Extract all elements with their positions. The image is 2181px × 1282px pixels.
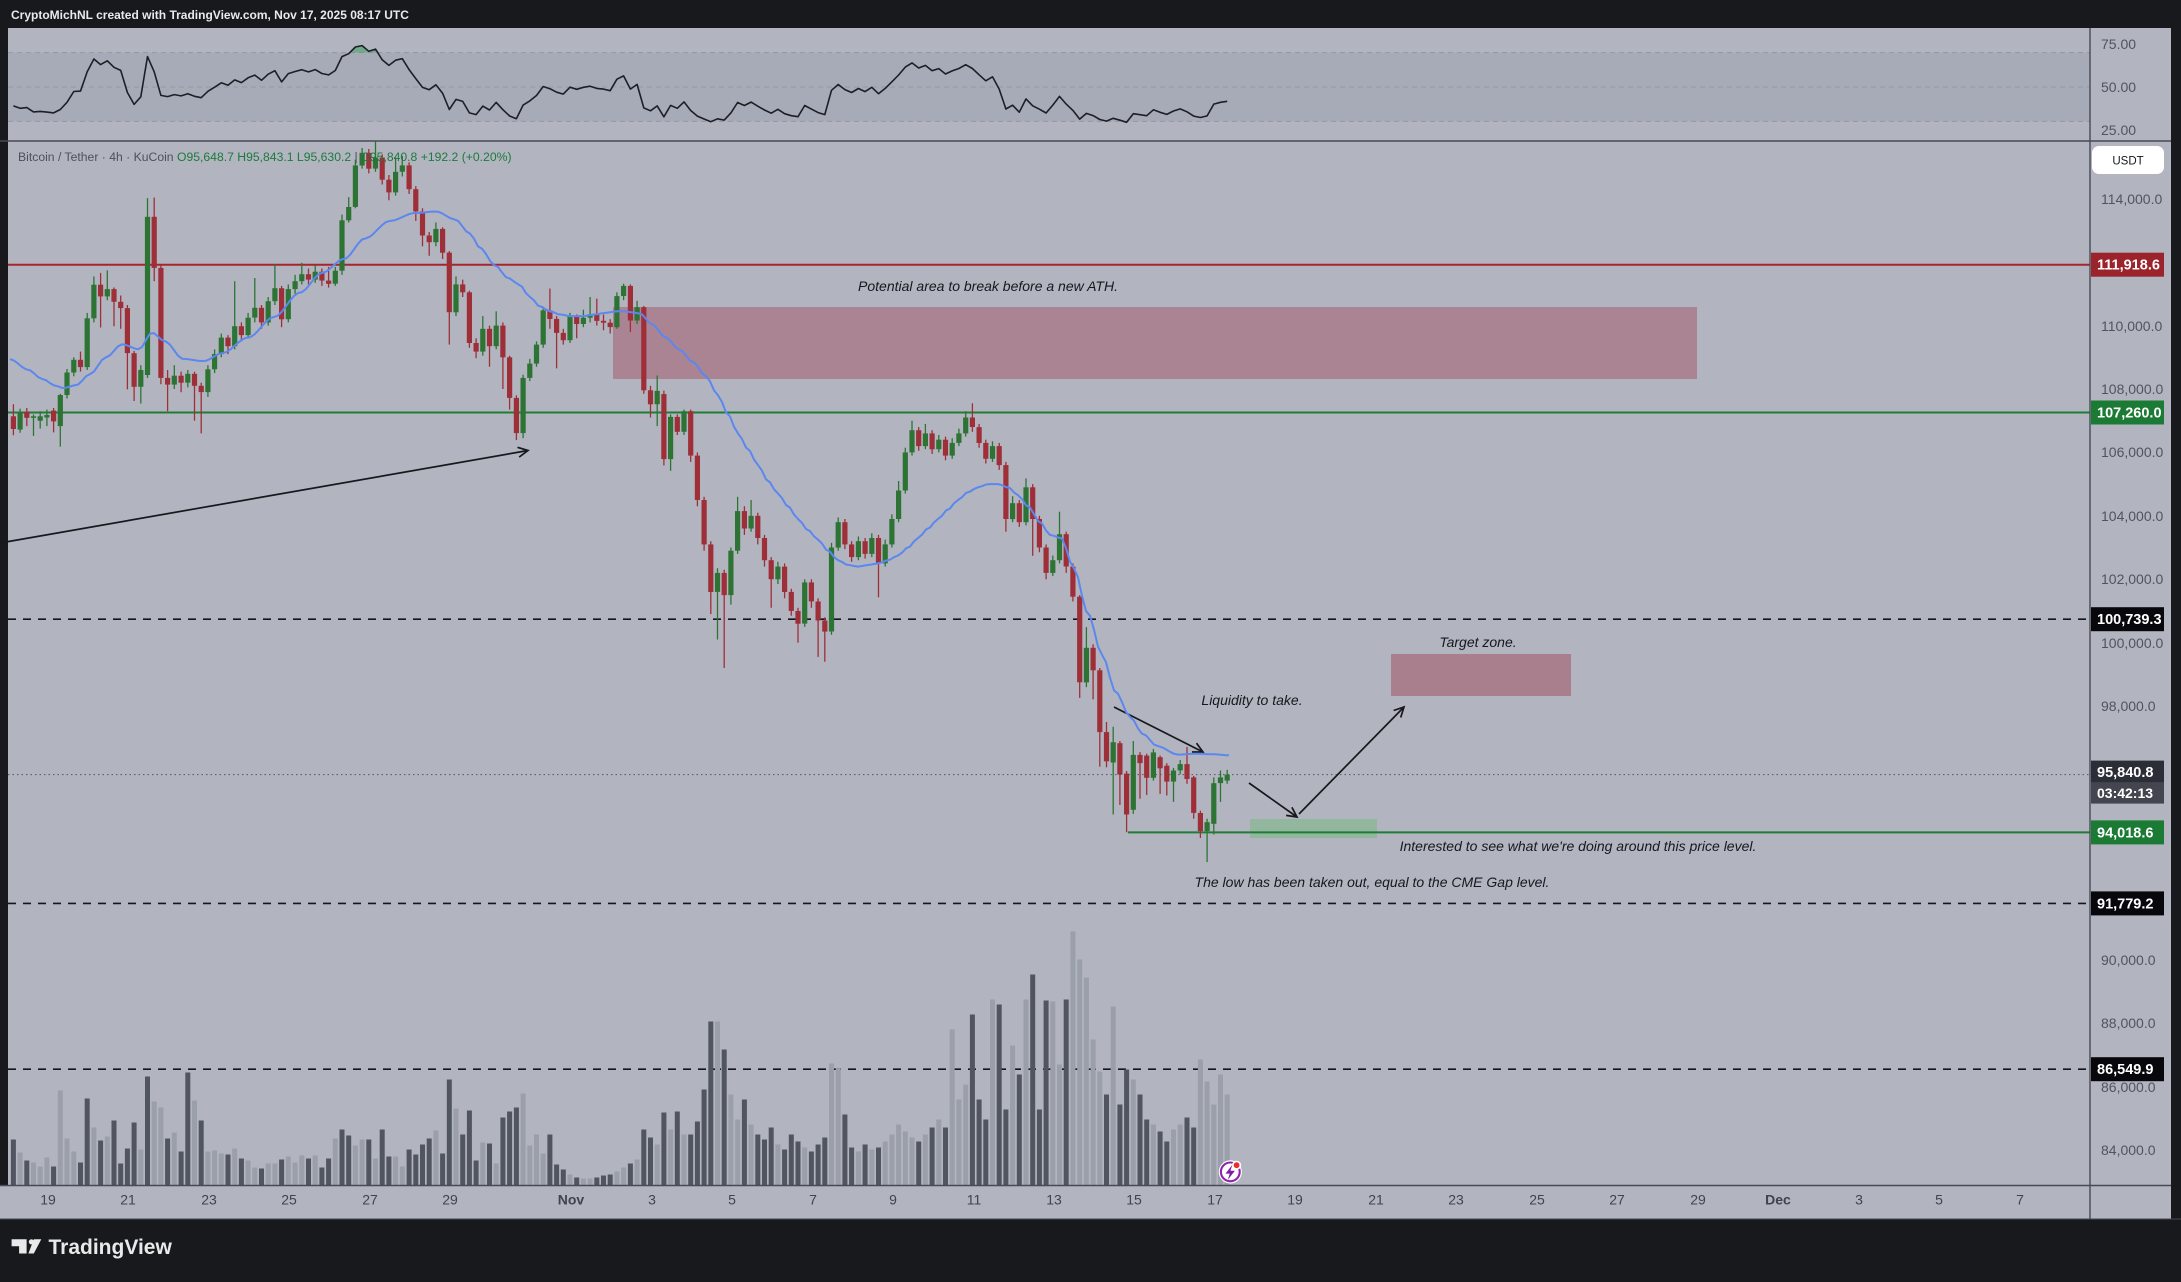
svg-text:11: 11 [967, 1192, 982, 1208]
svg-text:27: 27 [362, 1192, 378, 1208]
svg-text:100,000.0: 100,000.0 [2101, 635, 2163, 651]
svg-text:86,549.9: 86,549.9 [2097, 1062, 2153, 1078]
svg-text:23: 23 [1448, 1192, 1464, 1208]
svg-text:Potential area to break before: Potential area to break before a new ATH… [858, 278, 1118, 294]
svg-text:29: 29 [442, 1192, 458, 1208]
svg-text:50.00: 50.00 [2101, 79, 2136, 95]
svg-text:25: 25 [281, 1192, 297, 1208]
svg-text:Bitcoin / Tether · 4h · KuCoin: Bitcoin / Tether · 4h · KuCoin O95,648.7… [18, 150, 512, 164]
svg-text:98,000.0: 98,000.0 [2101, 698, 2156, 714]
svg-text:111,918.6: 111,918.6 [2097, 258, 2160, 274]
svg-text:USDT: USDT [2112, 156, 2143, 168]
svg-text:91,779.2: 91,779.2 [2097, 896, 2153, 912]
svg-text:107,260.0: 107,260.0 [2097, 406, 2162, 422]
svg-text:90,000.0: 90,000.0 [2101, 952, 2156, 968]
svg-text:25.00: 25.00 [2101, 122, 2136, 138]
svg-text:110,000.0: 110,000.0 [2101, 318, 2162, 334]
svg-text:3: 3 [1855, 1192, 1863, 1208]
svg-text:75.00: 75.00 [2101, 36, 2136, 52]
svg-text:29: 29 [1690, 1192, 1706, 1208]
svg-text:102,000.0: 102,000.0 [2101, 571, 2163, 587]
svg-text:5: 5 [728, 1192, 736, 1208]
svg-text:100,739.3: 100,739.3 [2097, 612, 2162, 628]
svg-text:19: 19 [1287, 1192, 1303, 1208]
svg-text:15: 15 [1126, 1192, 1142, 1208]
svg-text:9: 9 [889, 1192, 897, 1208]
svg-text:Liquidity to take.: Liquidity to take. [1201, 692, 1302, 708]
svg-text:Nov: Nov [558, 1192, 585, 1208]
svg-text:108,000.0: 108,000.0 [2101, 381, 2163, 397]
svg-text:3: 3 [648, 1192, 656, 1208]
svg-text:03:42:13: 03:42:13 [2097, 785, 2153, 801]
svg-text:Target zone.: Target zone. [1439, 634, 1516, 650]
svg-text:17: 17 [1207, 1192, 1223, 1208]
svg-text:Dec: Dec [1765, 1192, 1791, 1208]
svg-text:25: 25 [1529, 1192, 1545, 1208]
svg-text:21: 21 [120, 1192, 136, 1208]
svg-text:The low has been taken out, eq: The low has been taken out, equal to the… [1195, 874, 1550, 890]
svg-text:84,000.0: 84,000.0 [2101, 1142, 2156, 1158]
svg-text:95,840.8: 95,840.8 [2097, 765, 2153, 781]
svg-text:88,000.0: 88,000.0 [2101, 1015, 2156, 1031]
svg-text:7: 7 [809, 1192, 817, 1208]
svg-text:TradingView: TradingView [49, 1236, 173, 1259]
svg-text:CryptoMichNL created with Trad: CryptoMichNL created with TradingView.co… [11, 8, 409, 22]
svg-text:94,018.6: 94,018.6 [2097, 825, 2153, 841]
svg-text:23: 23 [201, 1192, 217, 1208]
svg-text:19: 19 [40, 1192, 56, 1208]
svg-text:7: 7 [2016, 1192, 2024, 1208]
svg-text:86,000.0: 86,000.0 [2101, 1079, 2156, 1095]
svg-text:27: 27 [1609, 1192, 1625, 1208]
svg-text:104,000.0: 104,000.0 [2101, 508, 2163, 524]
svg-text:114,000.0: 114,000.0 [2101, 191, 2162, 207]
svg-text:106,000.0: 106,000.0 [2101, 444, 2163, 460]
svg-text:13: 13 [1046, 1192, 1062, 1208]
svg-text:21: 21 [1368, 1192, 1384, 1208]
svg-text:Interested to see what we're d: Interested to see what we're doing aroun… [1400, 838, 1757, 854]
svg-text:5: 5 [1935, 1192, 1943, 1208]
